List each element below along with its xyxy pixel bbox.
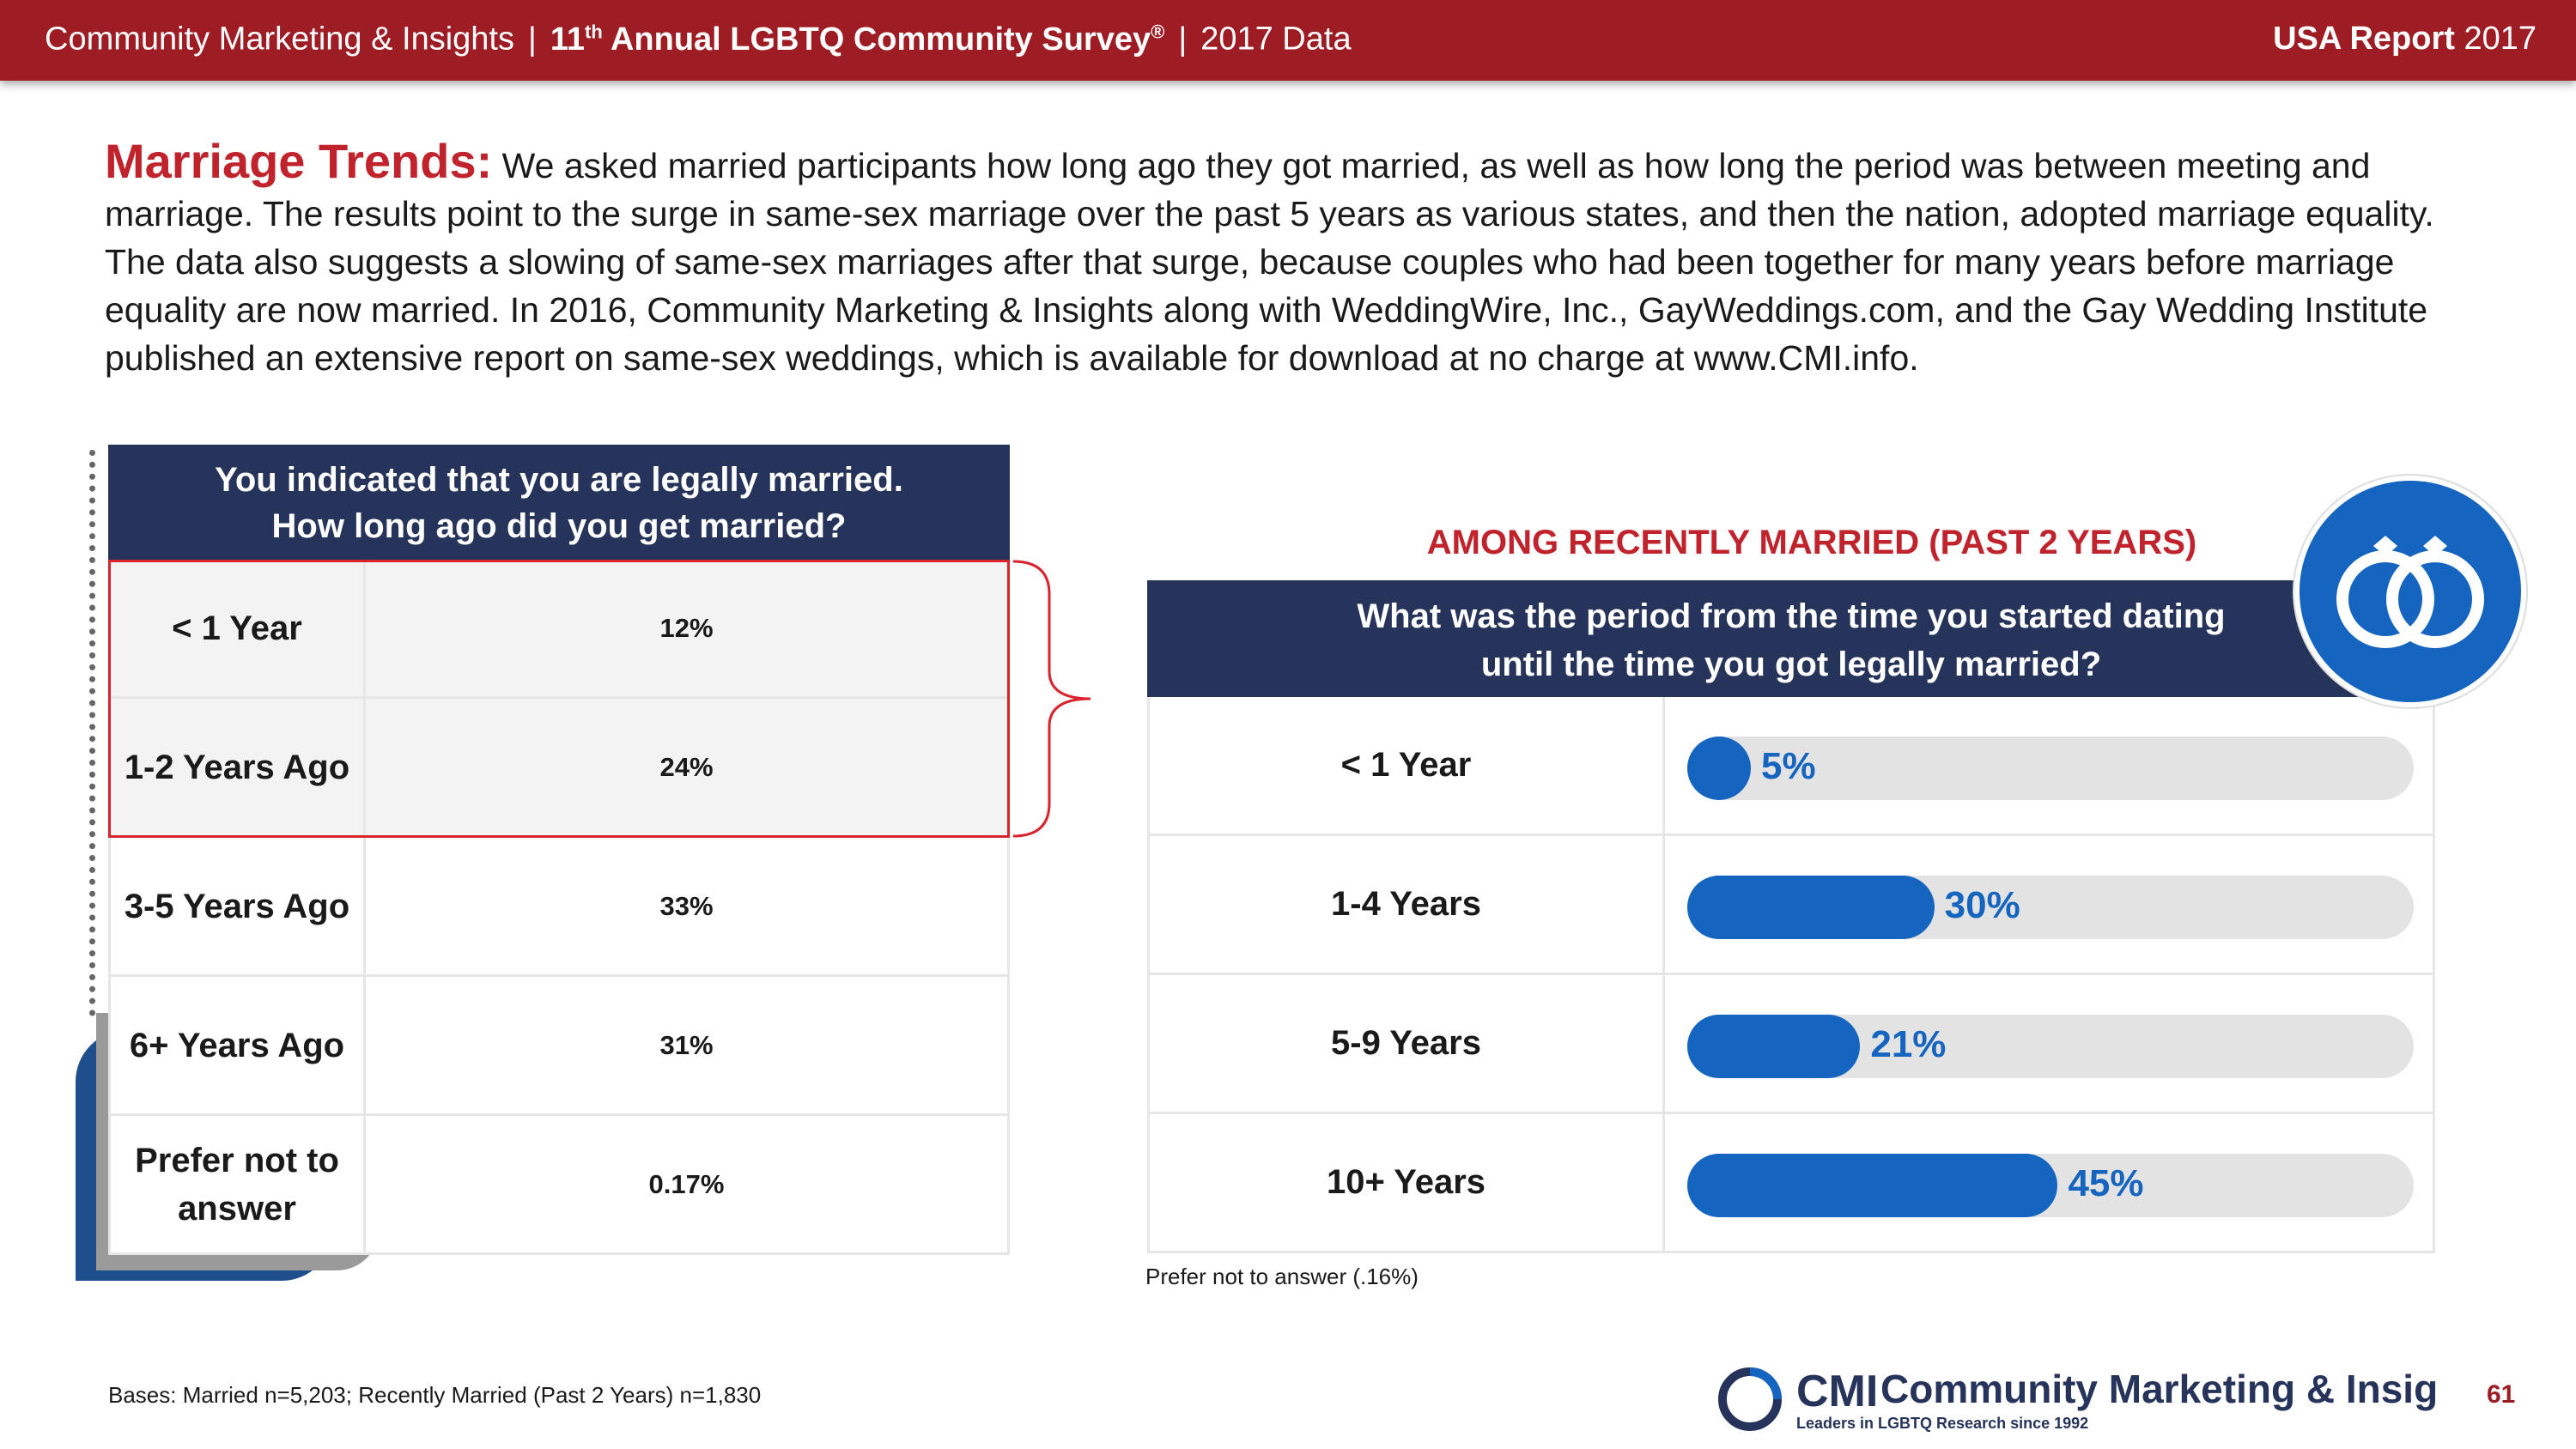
survey-ordinal: th [585,21,603,42]
row-label: < 1 Year [108,560,366,696]
bar-fill [1687,1154,2058,1217]
row-value: 0.17% [366,1116,1010,1252]
right-header-line1: What was the period from the time you st… [1357,597,2226,635]
prefer-note: Prefer not to answer (.16%) [1145,1264,1419,1289]
left-header-line1: You indicated that you are legally marri… [215,461,903,499]
org-name: Community Marketing & Insights [45,21,514,58]
table-row: 1-2 Years Ago 24% [108,699,1010,838]
logo-abbr: CMI [1796,1367,1878,1416]
bar-cell: 21% [1665,975,2433,1112]
recent-highlight-box [108,560,1010,838]
row-value: 31% [366,977,1010,1113]
header-left: Community Marketing & Insights | 11th Annu… [45,21,1352,58]
curly-brace-connector [1012,560,1091,838]
among-recently-married-title: AMONG RECENTLY MARRIED (PAST 2 YEARS) [1426,524,2197,561]
right-table-header: What was the period from the time you st… [1147,580,2435,697]
bar-value-label: 30% [1944,884,2020,926]
bar-cell: 30% [1665,836,2433,973]
data-year: 2017 Data [1200,21,1352,58]
survey-name: Annual LGBTQ Community Survey [610,21,1151,58]
bar-value-label: 45% [2068,1162,2144,1204]
dotted-divider [89,450,95,1016]
intro-text: We asked married participants how long a… [105,146,2434,378]
bar-row: 1-4 Years 30% [1147,836,2435,975]
table-row: < 1 Year 12% [108,560,1010,699]
top-header-bar: Community Marketing & Insights | 11th Annu… [0,0,2576,81]
married-duration-table: You indicated that you are legally marri… [108,445,1010,1255]
dating-period-chart: What was the period from the time you st… [1147,580,2435,1253]
bar-category-label: 1-4 Years [1150,836,1665,973]
row-label: 3-5 Years Ago [108,838,366,974]
bar-category-label: 10+ Years [1150,1114,1665,1251]
wedding-rings-icon [2294,476,2526,707]
survey-number: 11 [550,21,586,58]
left-header-line2: How long ago did you get married? [271,507,847,545]
row-label: 6+ Years Ago [108,977,366,1113]
bases-note: Bases: Married n=5,203; Recently Married… [108,1382,762,1408]
logo-tagline: Leaders in LGBTQ Research since 1992 [1796,1415,2088,1432]
intro-paragraph: Marriage Trends: We asked married partic… [105,137,2440,382]
bar-cell: 5% [1665,697,2433,834]
bar-fill [1687,737,1751,800]
page-number: 61 [2487,1380,2516,1409]
row-label: Prefer not to answer [108,1116,366,1252]
right-header-line2: until the time you got legally married? [1480,646,2102,683]
row-label: 1-2 Years Ago [108,699,366,835]
report-label: USA Report [2273,21,2455,57]
header-right: USA Report 2017 [2273,21,2537,58]
cmi-logo: CMI Community Marketing & Insights Leade… [1717,1365,2497,1434]
bar-category-label: < 1 Year [1150,697,1665,834]
bar-category-label: 5-9 Years [1150,975,1665,1112]
left-table-header: You indicated that you are legally marri… [108,445,1010,560]
table-row: Prefer not to answer 0.17% [108,1116,1010,1255]
bar-row: 10+ Years 45% [1147,1114,2435,1253]
bar-fill [1687,1015,1861,1078]
bar-row: 5-9 Years 21% [1147,975,2435,1114]
table-row: 3-5 Years Ago 33% [108,838,1010,977]
table-row: 6+ Years Ago 31% [108,977,1010,1116]
registered-mark: ® [1151,21,1165,42]
logo-name: Community Marketing & Insights [1880,1367,2439,1411]
bar-track: 5% [1687,737,2414,800]
bar-cell: 45% [1665,1114,2433,1251]
bar-track: 45% [1687,1154,2414,1217]
report-year: 2017 [2464,21,2537,57]
bar-row: < 1 Year 5% [1147,697,2435,836]
row-value: 33% [366,838,1010,974]
bar-fill [1687,876,1935,939]
bar-track: 21% [1687,1015,2414,1078]
bar-value-label: 5% [1761,745,1816,787]
bar-track: 30% [1687,876,2414,939]
intro-lead: Marriage Trends: [105,134,493,188]
bar-value-label: 21% [1870,1023,1947,1065]
